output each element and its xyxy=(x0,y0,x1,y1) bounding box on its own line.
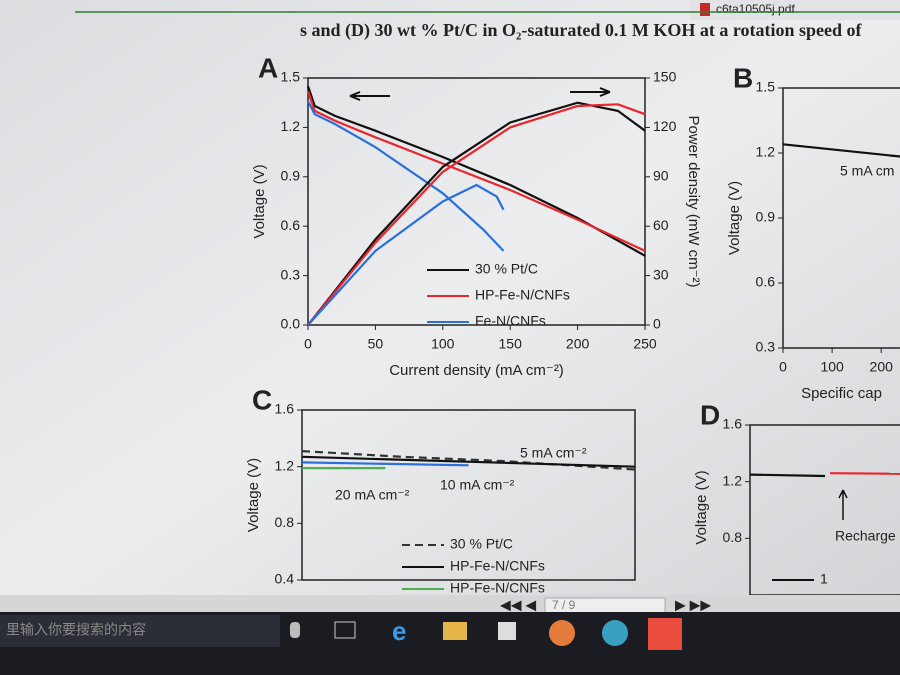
y2-tick-label: 120 xyxy=(653,118,677,134)
y-tick-label: 1.5 xyxy=(756,79,776,95)
edge-icon[interactable]: e xyxy=(392,616,406,646)
annotation: 5 mA cm⁻² xyxy=(520,445,587,461)
y-tick-label: 0.8 xyxy=(275,514,295,530)
y-axis-label: Voltage (V) xyxy=(726,181,743,255)
y-tick-label: 1.6 xyxy=(275,401,295,417)
annotation: 5 mA cm xyxy=(840,163,894,179)
y-tick-label: 0.6 xyxy=(756,274,776,290)
x-tick-label: 150 xyxy=(499,336,523,352)
legend-label: 30 % Pt/C xyxy=(475,261,538,277)
recharge-arrow xyxy=(838,489,848,520)
annotation: Recharge xyxy=(835,528,896,544)
plot-frame xyxy=(301,409,636,581)
legend-label: 1 xyxy=(820,571,828,587)
series-line xyxy=(782,143,900,158)
figure-caption: s and (D) 30 wt % Pt/C in O₂-saturated 0… xyxy=(300,20,863,41)
panel-label: A xyxy=(258,52,278,83)
x-tick-label: 200 xyxy=(566,336,590,352)
file-tab-bg[interactable] xyxy=(690,0,900,20)
pdf-icon xyxy=(700,3,710,16)
search-box[interactable] xyxy=(0,615,280,647)
series-line xyxy=(301,461,469,467)
arrow-right xyxy=(570,87,611,97)
y2-tick-label: 0 xyxy=(653,316,661,332)
store-icon[interactable] xyxy=(498,622,516,640)
panel-label: D xyxy=(700,399,720,430)
task-view[interactable] xyxy=(334,621,356,639)
y-tick-label: 0.3 xyxy=(756,339,776,355)
y2-tick-label: 90 xyxy=(653,168,669,184)
panel-label: C xyxy=(252,384,272,415)
figure: A 0.0 0.3 0.6 0.9 1.2 1.5 0 50 100 150 200 250 0 30 60 9… xyxy=(245,52,900,596)
y-tick-label: 0.0 xyxy=(281,316,301,332)
x-tick-label: 0 xyxy=(304,336,312,352)
app-icon[interactable] xyxy=(549,620,575,646)
x-axis-label: Specific cap xyxy=(801,385,882,402)
y-tick-label: 0.4 xyxy=(275,571,295,587)
arrow-left xyxy=(349,91,390,101)
y2-tick-label: 150 xyxy=(653,69,677,85)
x-tick-label: 0 xyxy=(779,359,787,375)
series-line xyxy=(306,85,646,257)
x-axis-label: Current density (mA cm⁻²) xyxy=(389,362,564,379)
legend-label: HP-Fe-N/CNFs xyxy=(450,558,545,574)
y2-axis-label: Power density (mW cm⁻²) xyxy=(685,115,702,287)
page-indicator[interactable]: 7 / 9 xyxy=(552,598,576,612)
y-axis-label: Voltage (V) xyxy=(245,458,262,532)
mic-icon[interactable] xyxy=(290,622,300,638)
plot-frame xyxy=(307,77,646,326)
legend-label: HP-Fe-N/CNFs xyxy=(475,287,570,303)
y-axis-label: Voltage (V) xyxy=(693,470,710,544)
first-page[interactable]: ◀◀ ◀ xyxy=(500,597,536,613)
x-tick-label: 100 xyxy=(820,359,844,375)
x-tick-label: 200 xyxy=(870,359,894,375)
y-tick-label: 0.6 xyxy=(281,217,301,233)
active-app[interactable] xyxy=(648,618,682,650)
annotation: 20 mA cm⁻² xyxy=(335,487,410,503)
panel-label: B xyxy=(733,62,753,93)
search-placeholder[interactable]: 里输入你要搜索的内容 xyxy=(6,622,146,638)
x-tick-label: 100 xyxy=(431,336,455,352)
file-tab[interactable]: c6ta10505j.pdf xyxy=(716,2,795,16)
explorer-icon[interactable] xyxy=(443,622,467,640)
series-line xyxy=(306,90,646,252)
series-line xyxy=(829,472,900,475)
taskbar: 里输入你要搜索的内容 e xyxy=(0,612,900,675)
pdf-toolbar xyxy=(0,595,900,615)
y-axis-label: Voltage (V) xyxy=(251,164,268,238)
series-line xyxy=(307,100,505,252)
next-page[interactable]: ▶ ▶▶ xyxy=(675,597,711,613)
y-tick-label: 1.2 xyxy=(756,144,776,160)
y-tick-label: 1.5 xyxy=(281,69,301,85)
legend-label: HP-Fe-N/CNFs xyxy=(450,580,545,596)
y2-tick-label: 30 xyxy=(653,266,669,282)
y-tick-label: 0.3 xyxy=(281,266,301,282)
x-tick-label: 250 xyxy=(633,336,657,352)
annotation: 10 mA cm⁻² xyxy=(440,477,515,493)
series-line xyxy=(307,183,505,326)
series-line xyxy=(749,473,826,478)
series-line xyxy=(307,103,646,326)
series-line xyxy=(307,101,646,326)
y-tick-label: 1.2 xyxy=(723,472,743,488)
series-line xyxy=(301,455,636,468)
y-tick-label: 0.9 xyxy=(756,209,776,225)
y-tick-label: 1.2 xyxy=(275,457,295,473)
app-icon-2[interactable] xyxy=(602,620,628,646)
y-tick-label: 0.8 xyxy=(723,529,743,545)
y-tick-label: 1.6 xyxy=(723,416,743,432)
y2-tick-label: 60 xyxy=(653,217,669,233)
legend-label: 30 % Pt/C xyxy=(450,536,513,552)
y-tick-label: 1.2 xyxy=(281,118,301,134)
y-tick-label: 0.9 xyxy=(281,168,301,184)
legend-label: Fe-N/CNFs xyxy=(475,313,546,329)
x-tick-label: 50 xyxy=(368,336,384,352)
